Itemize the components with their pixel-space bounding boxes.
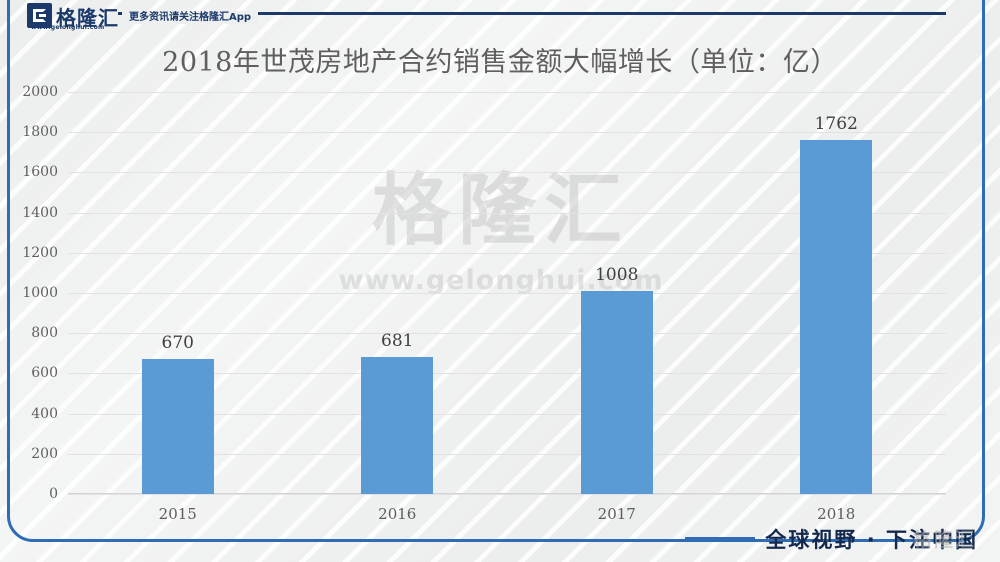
brand-name: 格隆汇 bbox=[56, 6, 119, 30]
bar[interactable] bbox=[580, 291, 653, 494]
x-axis-labels: 2015 2016 2017 2018 bbox=[68, 505, 946, 527]
gridline bbox=[68, 212, 946, 214]
x-axis-tick-label: 2018 bbox=[817, 505, 856, 523]
gridline bbox=[68, 413, 946, 415]
y-axis-tick-label: 600 bbox=[31, 365, 58, 382]
gridline bbox=[68, 453, 946, 455]
bar-series: 670 681 1008 1762 bbox=[68, 92, 946, 494]
y-axis-tick-label: 200 bbox=[31, 445, 58, 462]
gridline bbox=[68, 172, 946, 174]
gridline bbox=[68, 252, 946, 254]
y-axis-tick-label: 1200 bbox=[22, 244, 58, 261]
y-axis-labels: 2000 1800 1600 1400 1200 1000 800 600 400 200 0 bbox=[0, 84, 58, 502]
bar-value-label: 670 bbox=[161, 333, 194, 354]
page-header: 格隆汇 www.gelonghui.com 更多资讯请关注格隆汇App bbox=[0, 0, 1000, 32]
gridline bbox=[68, 373, 946, 375]
y-axis-tick-label: 800 bbox=[31, 325, 58, 342]
bar-value-label: 681 bbox=[381, 331, 414, 352]
bar-value-label: 1008 bbox=[595, 265, 639, 286]
gridline bbox=[68, 333, 946, 335]
page-footer: 全球视野 · 下注中国 bbox=[685, 524, 978, 554]
bar[interactable] bbox=[361, 357, 434, 494]
brand-logo[interactable]: 格隆汇 bbox=[27, 3, 119, 28]
y-axis-tick-label: 400 bbox=[31, 405, 58, 422]
y-axis-tick-label: 1800 bbox=[22, 124, 58, 141]
gridline bbox=[68, 92, 946, 93]
x-axis-line bbox=[68, 493, 946, 494]
bar-group: 1008 bbox=[507, 92, 727, 494]
bar[interactable] bbox=[800, 139, 873, 494]
brand-url: www.gelonghui.com bbox=[31, 24, 105, 31]
gelonghui-logo-icon bbox=[27, 3, 52, 28]
x-axis-tick-label: 2016 bbox=[378, 505, 417, 523]
gridline bbox=[68, 494, 946, 495]
y-axis-tick-label: 0 bbox=[49, 486, 58, 502]
y-axis-tick-label: 1600 bbox=[22, 164, 58, 181]
gridline bbox=[68, 293, 946, 294]
y-axis-tick-label: 1400 bbox=[22, 204, 58, 221]
bar-group: 681 bbox=[288, 92, 508, 494]
x-axis-tick-label: 2015 bbox=[158, 505, 197, 523]
x-axis-tick-label: 2017 bbox=[597, 505, 636, 523]
header-tagline: 更多资讯请关注格隆汇App bbox=[122, 11, 259, 24]
bar-group: 670 bbox=[68, 92, 288, 494]
chart-title: 2018年世茂房地产合约销售金额大幅增长（单位：亿） bbox=[162, 47, 838, 78]
y-axis-tick-label: 2000 bbox=[22, 84, 58, 100]
y-axis-tick-label: 1000 bbox=[22, 285, 58, 301]
footer-slogan: 全球视野 · 下注中国 bbox=[765, 528, 978, 552]
gridline bbox=[68, 132, 946, 134]
bar-group: 1762 bbox=[727, 92, 947, 494]
bar-value-label: 1762 bbox=[814, 113, 858, 134]
footer-divider bbox=[685, 537, 756, 541]
header-divider bbox=[118, 12, 946, 15]
plot-area: 670 681 1008 1762 bbox=[68, 92, 946, 495]
bar[interactable] bbox=[141, 359, 214, 494]
